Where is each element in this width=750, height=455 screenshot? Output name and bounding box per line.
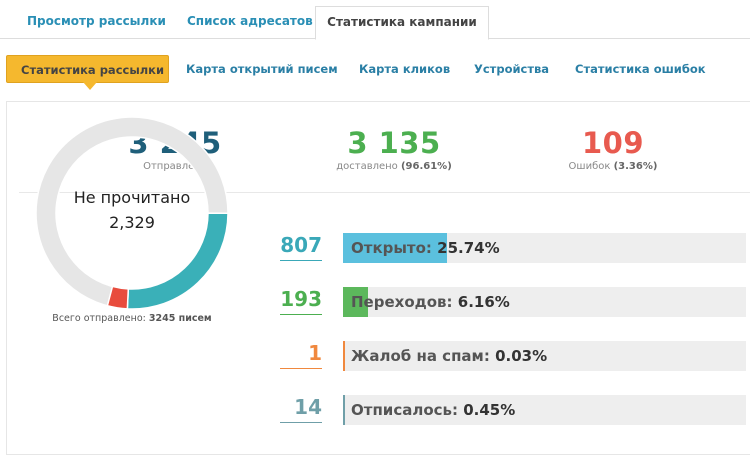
donut-center-value: 2,329 bbox=[109, 213, 155, 232]
stat-delivered-pct: (96.61%) bbox=[400, 161, 452, 172]
stat-errors-label: Ошибок (3.36%) bbox=[513, 160, 713, 174]
tab-recipient-list[interactable]: Список адресатов bbox=[187, 14, 313, 28]
summary-row: 3 245 Отправлено 3 135 доставлено (96.61… bbox=[19, 102, 750, 193]
metric-spam-bar: Жалоб на спам: 0.03% bbox=[343, 341, 746, 371]
metric-unsubscribed-fill bbox=[343, 395, 345, 425]
metric-spam-label-text: Жалоб на спам: bbox=[351, 347, 490, 365]
stat-delivered-label-text: доставлено bbox=[336, 161, 398, 172]
metric-spam-count[interactable]: 1 bbox=[280, 339, 322, 369]
tab-campaign-stats[interactable]: Статистика кампании bbox=[315, 6, 489, 40]
metric-opened-fill bbox=[343, 233, 447, 263]
metric-opened-label: Открыто: 25.74% bbox=[351, 233, 500, 263]
metric-clicks-fill bbox=[343, 287, 368, 317]
donut-caption-label: Всего отправлено: bbox=[52, 313, 146, 324]
stat-delivered-value: 3 135 bbox=[347, 126, 441, 160]
metric-spam-label: Жалоб на спам: 0.03% bbox=[351, 341, 547, 371]
metric-unsubscribed-label: Отписалось: 0.45% bbox=[351, 395, 515, 425]
subtab-devices[interactable]: Устройства bbox=[474, 62, 550, 76]
stat-errors-pct: (3.36%) bbox=[613, 161, 658, 172]
metric-opened-bar: Открыто: 25.74% bbox=[343, 233, 746, 263]
stat-sent-label: Отправлено bbox=[143, 161, 207, 172]
subtab-error-stats[interactable]: Статистика ошибок bbox=[575, 62, 706, 76]
metric-unsubscribed-label-text: Отписалось: bbox=[351, 401, 458, 419]
metric-spam-pct: 0.03% bbox=[495, 347, 548, 365]
donut-center-label: Не прочитано bbox=[73, 188, 191, 207]
donut-caption-value: 3245 писем bbox=[148, 313, 212, 324]
metric-row-unsubscribed: 14 Отписалось: 0.45% bbox=[280, 393, 746, 425]
metric-spam-fill bbox=[343, 341, 345, 371]
stat-errors-value: 109 bbox=[581, 126, 645, 160]
metric-unsubscribed-pct: 0.45% bbox=[463, 401, 516, 419]
metric-opened-label-text: Открыто: bbox=[351, 239, 432, 257]
subtab-mailing-stats[interactable]: Статистика рассылки bbox=[6, 55, 169, 90]
stats-panel: 3 245 Отправлено 3 135 доставлено (96.61… bbox=[6, 101, 750, 455]
stat-errors-label-text: Ошибок bbox=[568, 161, 611, 172]
metric-row-opened: 807 Открыто: 25.74% bbox=[280, 231, 746, 263]
metric-clicks-label-text: Переходов: bbox=[351, 293, 453, 311]
subtab-mailing-stats-label: Статистика рассылки bbox=[21, 63, 165, 77]
donut-caption: Всего отправлено: 3245 писем bbox=[34, 313, 230, 324]
tab-mailing-preview[interactable]: Просмотр рассылки bbox=[27, 14, 166, 28]
donut-center: Не прочитано 2,329 bbox=[34, 185, 230, 235]
metric-opened-count[interactable]: 807 bbox=[280, 231, 322, 261]
subtab-click-map[interactable]: Карта кликов bbox=[359, 62, 451, 76]
metric-clicks-count[interactable]: 193 bbox=[280, 285, 322, 315]
metric-row-clicks: 193 Переходов: 6.16% bbox=[280, 285, 746, 317]
top-tab-bar: Просмотр рассылки Список адресатов Стати… bbox=[0, 0, 750, 40]
stat-delivered: 3 135 доставлено (96.61%) bbox=[294, 126, 494, 174]
unread-donut-chart bbox=[35, 116, 229, 310]
donut-segment-errors[interactable] bbox=[106, 285, 130, 310]
metric-row-spam: 1 Жалоб на спам: 0.03% bbox=[280, 339, 746, 371]
stat-delivered-label: доставлено (96.61%) bbox=[294, 160, 494, 174]
metric-unsubscribed-count[interactable]: 14 bbox=[280, 393, 322, 423]
stat-errors: 109 Ошибок (3.36%) bbox=[513, 126, 713, 174]
metric-opened-pct: 25.74% bbox=[437, 239, 500, 257]
subtab-open-map[interactable]: Карта открытий писем bbox=[186, 62, 338, 76]
metric-clicks-bar: Переходов: 6.16% bbox=[343, 287, 746, 317]
metric-unsubscribed-bar: Отписалось: 0.45% bbox=[343, 395, 746, 425]
metric-clicks-label: Переходов: 6.16% bbox=[351, 287, 510, 317]
sub-tab-bar: Статистика рассылки Карта открытий писем… bbox=[0, 48, 750, 90]
metric-clicks-pct: 6.16% bbox=[457, 293, 510, 311]
donut-segment-unread[interactable] bbox=[35, 116, 229, 308]
active-pointer-arrow bbox=[83, 82, 97, 90]
